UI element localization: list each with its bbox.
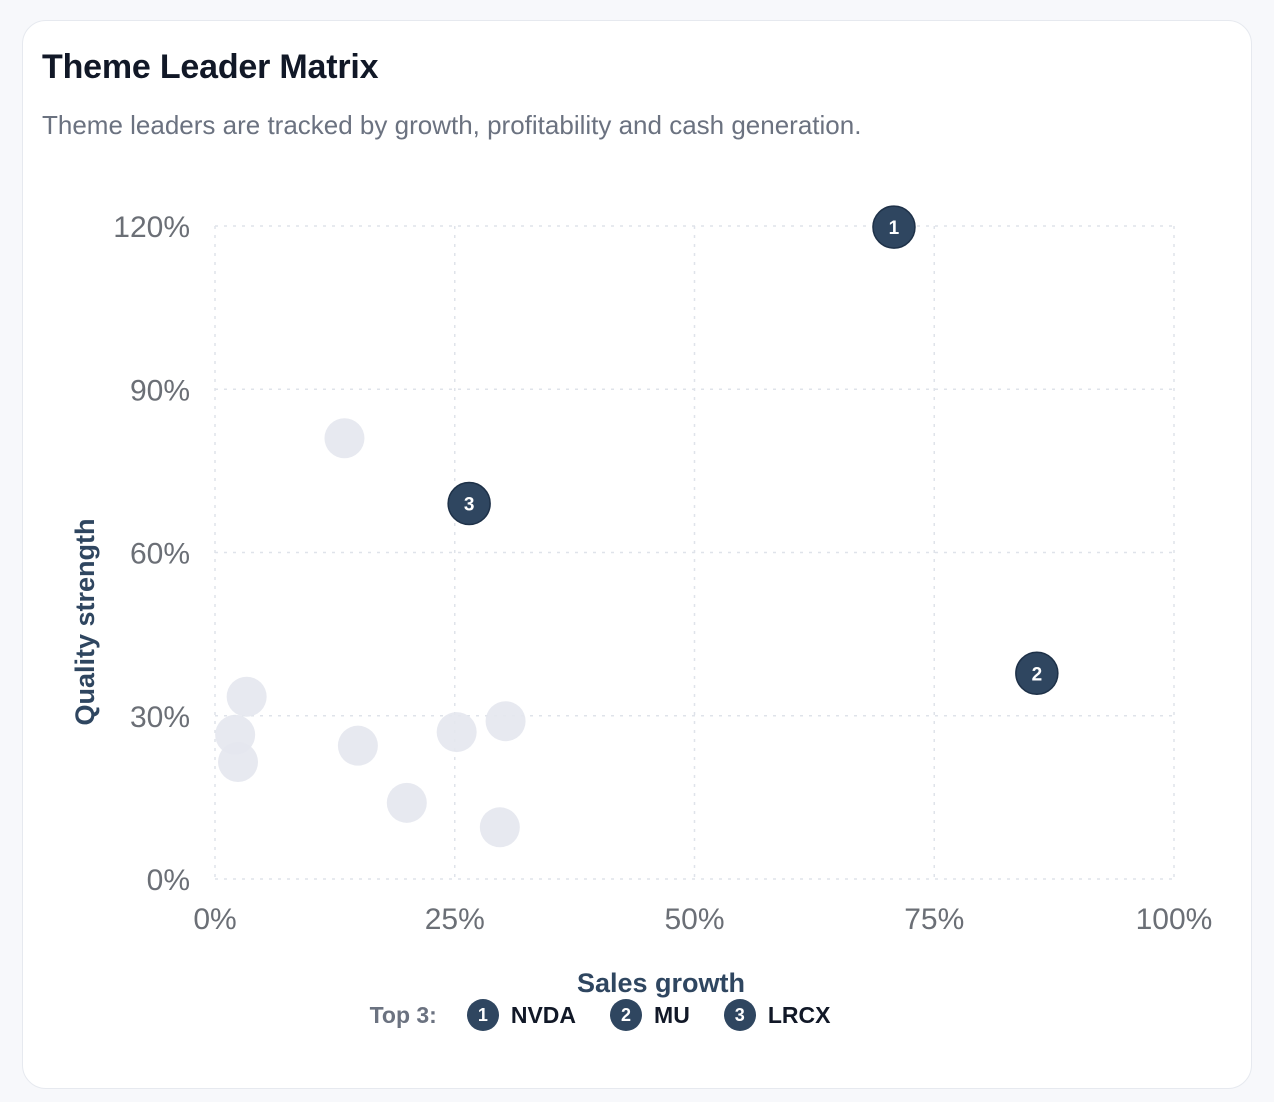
legend-rank-badge: 1 <box>466 999 499 1031</box>
x-tick-label: 100% <box>1136 903 1213 936</box>
leader-rank-label: 3 <box>464 495 475 516</box>
scatter-point <box>436 712 477 753</box>
x-tick-label: 0% <box>193 903 236 936</box>
chart-title: Theme Leader Matrix <box>42 48 379 86</box>
scatter-point <box>479 807 520 848</box>
legend-rank-badge: 3 <box>723 999 756 1031</box>
chart-subtitle: Theme leaders are tracked by growth, pro… <box>42 110 862 140</box>
scatter-point <box>226 676 267 717</box>
x-tick-label: 25% <box>425 903 485 936</box>
legend-item-3: 3 LRCX <box>723 999 831 1031</box>
legend-ticker: NVDA <box>510 1001 577 1028</box>
y-tick-label: 90% <box>130 374 190 407</box>
y-tick-label: 60% <box>130 538 190 571</box>
legend-item-1: 1 NVDA <box>466 999 577 1031</box>
x-tick-label: 50% <box>664 903 724 936</box>
x-axis-label: Sales growth <box>577 968 745 998</box>
legend-ticker: LRCX <box>767 1001 831 1028</box>
legend-ticker: MU <box>654 1001 690 1028</box>
top3-legend: Top 3: 1 NVDA 2 MU 3 LRCX <box>0 995 1274 1035</box>
legend-item-2: 2 MU <box>610 999 690 1031</box>
leader-point-lrcx <box>447 481 491 526</box>
y-axis-label: Quality strength <box>70 518 100 725</box>
scatter-point <box>337 725 378 766</box>
y-tick-label: 0% <box>147 864 190 897</box>
chart-card <box>22 20 1252 1089</box>
x-tick-label: 75% <box>904 903 964 936</box>
y-tick-label: 30% <box>130 701 190 734</box>
leader-rank-label: 1 <box>889 218 900 239</box>
legend-label: Top 3: <box>369 1001 437 1028</box>
leader-point-nvda <box>872 205 916 249</box>
leader-rank-label: 2 <box>1032 664 1043 685</box>
scatter-point <box>485 701 526 742</box>
scatter-point <box>324 418 365 459</box>
scatter-point <box>218 742 259 783</box>
leader-point-mu <box>1015 651 1059 696</box>
y-tick-label: 120% <box>113 211 190 244</box>
scatter-point <box>386 782 427 823</box>
legend-rank-badge: 2 <box>610 999 643 1031</box>
